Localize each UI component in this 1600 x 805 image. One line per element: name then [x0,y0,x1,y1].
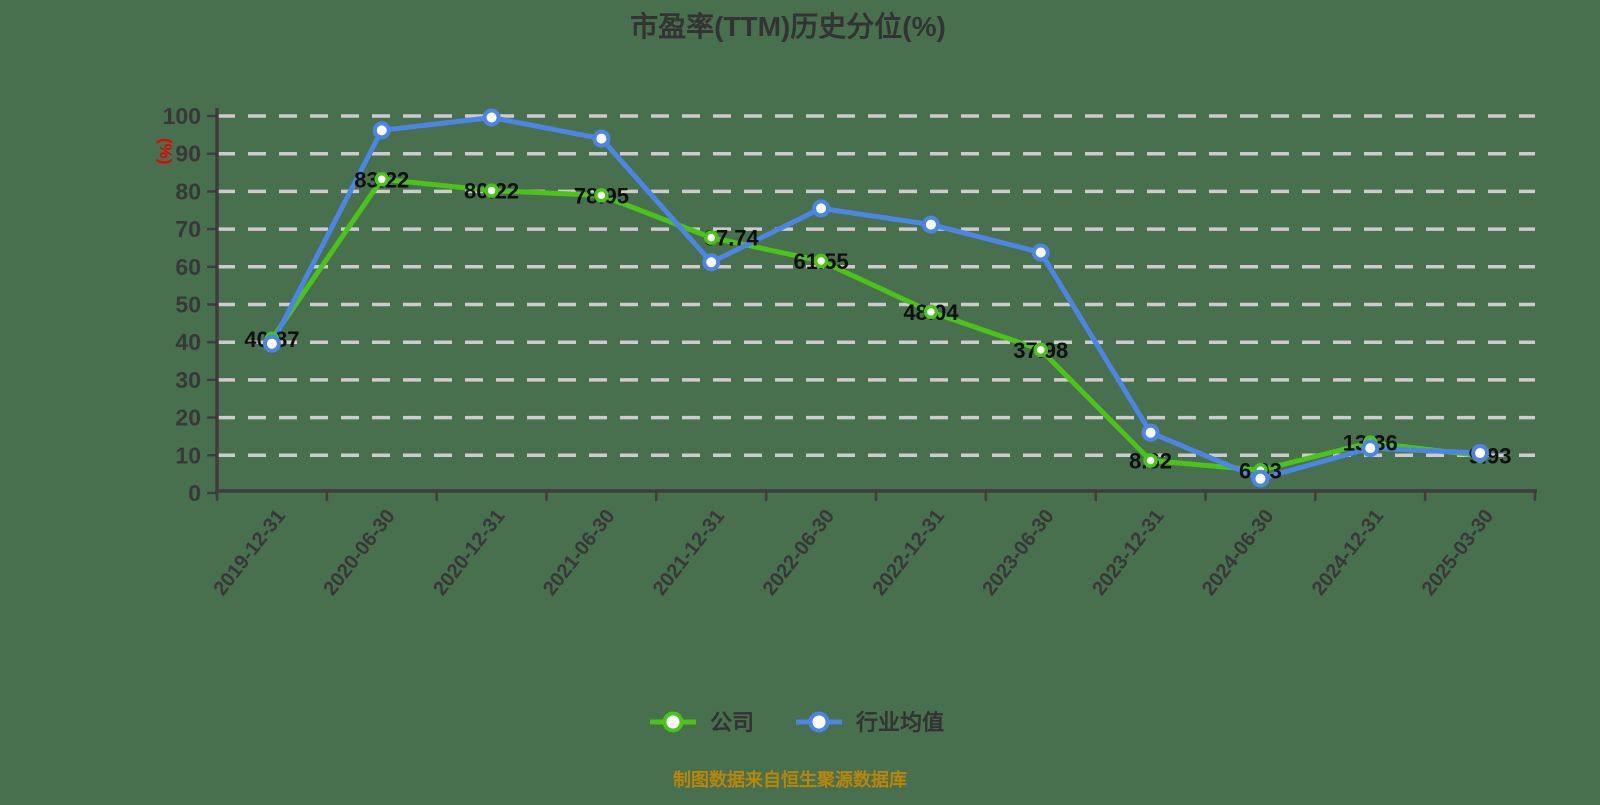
y-tick-label: 90 [175,141,201,167]
industry-average-data-point[interactable] [1251,469,1270,488]
x-tick-label: 2022-12-31 [869,506,949,600]
legend-label: 公司 [710,710,754,735]
y-tick-label: 0 [188,480,201,506]
legend-item-industry-average[interactable]: 行业均值 [796,710,944,735]
chart-title: 市盈率(TTM)历史分位(%) [630,10,946,42]
industry-average-data-point[interactable] [1031,243,1050,262]
industry-average-data-point[interactable] [1141,423,1160,442]
x-tick-label: 2019-12-31 [210,506,290,600]
x-tick-label: 2025-03-30 [1418,506,1498,600]
x-tick-label: 2023-12-31 [1088,506,1168,600]
company-data-point[interactable] [484,183,499,198]
industry-average-data-point[interactable] [372,121,391,140]
x-tick-label: 2021-12-31 [649,506,729,600]
chart-legend: 公司 行业均值 [650,710,944,735]
x-axis-tick-labels: 2019-12-31 2020-06-30 2020-12-31 2021-06-30… [210,506,1498,600]
y-tick-label: 70 [175,216,201,242]
company-data-point[interactable] [1143,453,1158,468]
legend-item-company[interactable]: 公司 [650,710,754,735]
legend-marker-icon [662,711,684,733]
y-tick-label: 60 [175,254,201,280]
industry-average-data-point[interactable] [702,253,721,272]
x-tick-label: 2023-06-30 [978,506,1058,600]
industry-average-data-point[interactable] [482,108,501,127]
y-tick-label: 30 [175,367,201,393]
industry-average-data-point[interactable] [262,334,281,353]
y-tick-label: 10 [175,442,201,468]
legend-marker-icon [808,711,830,733]
y-tick-label: 50 [175,292,201,318]
company-line [269,176,1483,473]
gridlines [217,114,1535,458]
y-tick-label: 20 [175,405,201,431]
x-tick-label: 2022-06-30 [759,506,839,600]
company-data-point[interactable] [704,230,719,245]
company-data-point[interactable] [813,253,829,269]
company-data-point[interactable] [374,172,389,187]
source-note: 制图数据来自恒生聚源数据库 [673,769,907,790]
industry-average-line [269,115,1483,482]
industry-average-data-point[interactable] [1471,444,1490,463]
x-tick-label: 2021-06-30 [539,506,619,600]
y-axis-unit-label: (%) [156,138,175,164]
y-tick-label: 40 [175,329,201,355]
axes [207,108,1537,501]
x-tick-label: 2020-06-30 [319,506,399,600]
industry-average-data-point[interactable] [592,129,611,148]
y-tick-label: 100 [163,103,201,129]
x-tick-label: 2024-12-31 [1308,506,1388,600]
industry-average-data-point[interactable] [1361,439,1380,458]
x-tick-label: 2020-12-31 [429,506,509,600]
data-point-markers [262,108,1490,488]
company-data-point[interactable] [1033,342,1048,358]
y-tick-label: 80 [175,178,201,204]
company-data-point[interactable] [594,188,609,203]
series-lines [269,115,1483,482]
company-data-point[interactable] [923,304,939,320]
x-tick-label: 2024-06-30 [1198,506,1278,600]
legend-label: 行业均值 [855,710,944,735]
industry-average-data-point[interactable] [921,215,940,234]
y-axis-tick-labels: 0 10 20 30 40 50 60 70 80 90 100 [163,103,201,506]
industry-average-data-point[interactable] [812,199,831,218]
